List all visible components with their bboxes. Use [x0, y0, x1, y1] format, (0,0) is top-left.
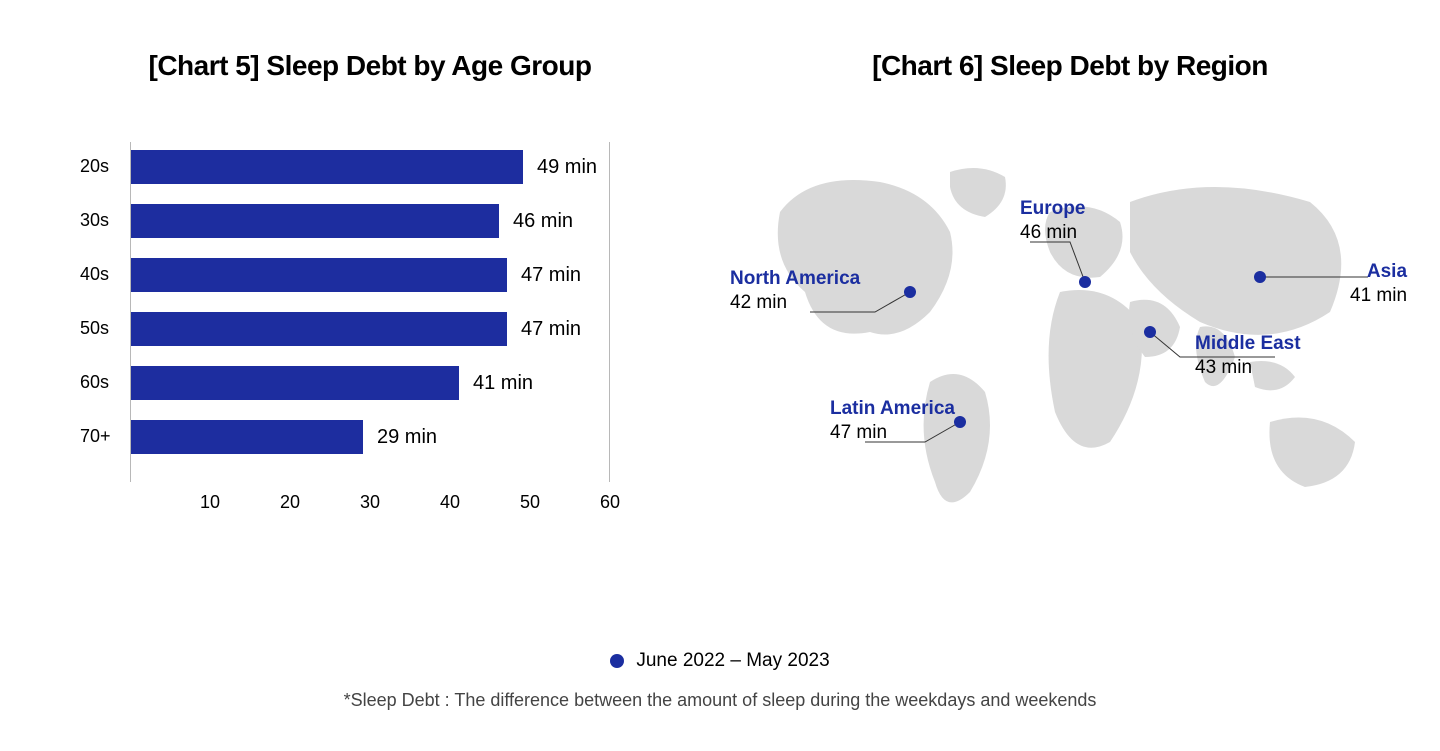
chart5-bar [131, 312, 507, 346]
map-region-name: Latin America [830, 397, 955, 421]
map-landmass [950, 168, 1006, 217]
chart6-panel: [Chart 6] Sleep Debt by Region North Ame… [750, 50, 1390, 542]
chart5-bar-value: 29 min [377, 426, 437, 449]
chart5-category-label: 60s [80, 372, 122, 393]
map-region-dot [1254, 271, 1266, 283]
legend-label: June 2022 – May 2023 [636, 650, 829, 672]
map-region-value: 47 min [830, 421, 955, 445]
chart5-bar-value: 47 min [521, 264, 581, 287]
map-region-value: 43 min [1195, 356, 1301, 380]
chart5-bar [131, 366, 459, 400]
footnote: *Sleep Debt : The difference between the… [0, 690, 1440, 711]
map-region-dot [1144, 326, 1156, 338]
chart5-bar [131, 204, 499, 238]
chart5-category-label: 20s [80, 156, 122, 177]
map-region-value: 41 min [1350, 284, 1407, 308]
chart5-bar-value: 47 min [521, 318, 581, 341]
map-region-dot [904, 286, 916, 298]
chart5-bar-row: 47 min [131, 258, 581, 292]
map-region-label: North America42 min [730, 267, 860, 315]
chart5-x-tick: 60 [600, 492, 620, 513]
chart5-barchart: 49 min 46 min 47 min 47 min 41 min 29 min 10 2… [80, 142, 660, 542]
map-region-label: Latin America47 min [830, 397, 955, 445]
chart5-bar-row: 41 min [131, 366, 533, 400]
map-region-label: Europe46 min [1020, 197, 1085, 245]
map-region-name: Europe [1020, 197, 1085, 221]
map-region-label: Middle East43 min [1195, 332, 1301, 380]
map-region-name: Asia [1350, 260, 1407, 284]
legend: June 2022 – May 2023 [610, 650, 829, 672]
chart5-bar-row: 49 min [131, 150, 597, 184]
footer: June 2022 – May 2023 *Sleep Debt : The d… [0, 650, 1440, 711]
chart5-x-axis: 102030405060 [130, 492, 610, 522]
map-region-name: North America [730, 267, 860, 291]
chart5-x-tick: 30 [360, 492, 380, 513]
chart5-bar-value: 41 min [473, 372, 533, 395]
map-region-name: Middle East [1195, 332, 1301, 356]
map-region-dot [1079, 276, 1091, 288]
chart5-bar-value: 49 min [537, 156, 597, 179]
chart5-bar-row: 46 min [131, 204, 573, 238]
chart5-bar-row: 29 min [131, 420, 437, 454]
chart5-x-tick: 40 [440, 492, 460, 513]
charts-container: [Chart 5] Sleep Debt by Age Group 49 min… [0, 0, 1440, 542]
chart5-x-tick: 50 [520, 492, 540, 513]
chart5-bar [131, 258, 507, 292]
chart5-category-label: 40s [80, 264, 122, 285]
chart5-bar-row: 47 min [131, 312, 581, 346]
chart5-bar-value: 46 min [513, 210, 573, 233]
map-region-value: 46 min [1020, 221, 1085, 245]
map-region-label: Asia41 min [1350, 260, 1407, 308]
chart5-category-label: 30s [80, 210, 122, 231]
chart5-bar [131, 150, 523, 184]
map-region-value: 42 min [730, 291, 860, 315]
map-landmass [1269, 418, 1355, 488]
legend-dot-icon [610, 654, 624, 668]
map-landmass [1049, 290, 1142, 448]
chart5-bar [131, 420, 363, 454]
map-region-dot [954, 416, 966, 428]
chart5-category-label: 50s [80, 318, 122, 339]
chart5-category-label: 70+ [80, 426, 122, 447]
chart5-plot-area: 49 min 46 min 47 min 47 min 41 min 29 min [130, 142, 610, 482]
chart6-title: [Chart 6] Sleep Debt by Region [750, 50, 1390, 82]
chart5-x-tick: 10 [200, 492, 220, 513]
chart5-title: [Chart 5] Sleep Debt by Age Group [50, 50, 690, 82]
chart6-map: North America42 minEurope46 minLatin Ame… [750, 142, 1390, 542]
chart5-x-tick: 20 [280, 492, 300, 513]
chart5-panel: [Chart 5] Sleep Debt by Age Group 49 min… [50, 50, 690, 542]
